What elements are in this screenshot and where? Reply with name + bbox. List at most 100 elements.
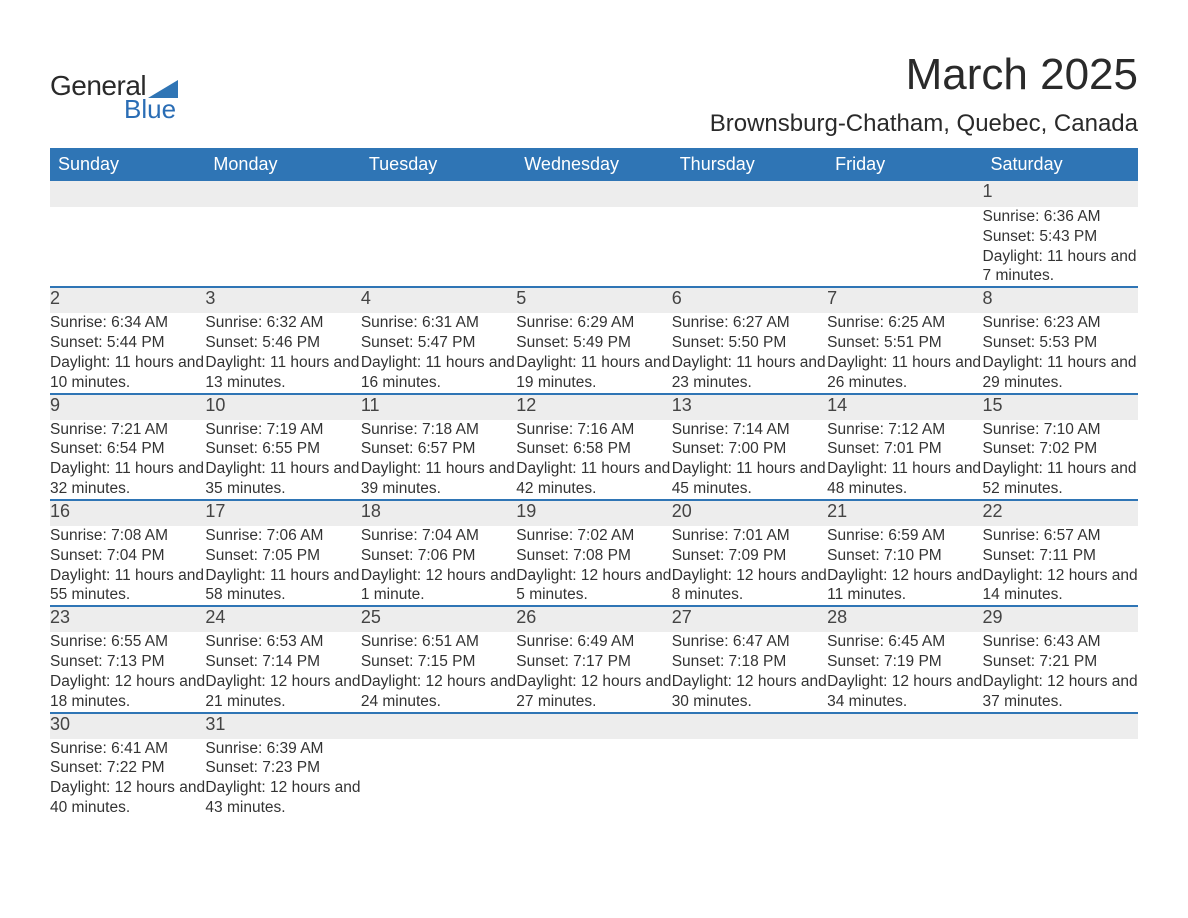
day-detail-cell: Sunrise: 7:16 AMSunset: 6:58 PMDaylight:… <box>516 420 671 500</box>
logo-word2: Blue <box>50 94 178 125</box>
sunset-line: Sunset: 7:19 PM <box>827 652 982 672</box>
day-detail-cell <box>361 739 516 818</box>
sunset-line: Sunset: 6:57 PM <box>361 439 516 459</box>
sunset-line: Sunset: 7:22 PM <box>50 758 205 778</box>
sunset-line: Sunset: 7:09 PM <box>672 546 827 566</box>
daylight-line: Daylight: 12 hours and 27 minutes. <box>516 672 671 712</box>
day-detail-cell: Sunrise: 6:43 AMSunset: 7:21 PMDaylight:… <box>983 632 1138 712</box>
day-number-cell: 28 <box>827 606 982 632</box>
day-detail-cell: Sunrise: 6:25 AMSunset: 5:51 PMDaylight:… <box>827 313 982 393</box>
day-number-cell: 17 <box>205 500 360 526</box>
brand-logo: General Blue <box>50 50 178 125</box>
day-number-cell <box>361 713 516 739</box>
sunset-line: Sunset: 5:50 PM <box>672 333 827 353</box>
day-detail-cell <box>205 207 360 287</box>
sunset-line: Sunset: 7:01 PM <box>827 439 982 459</box>
calendar-table: SundayMondayTuesdayWednesdayThursdayFrid… <box>50 148 1138 818</box>
sunset-line: Sunset: 6:54 PM <box>50 439 205 459</box>
sunrise-line: Sunrise: 7:19 AM <box>205 420 360 440</box>
day-number-cell: 23 <box>50 606 205 632</box>
sunrise-line: Sunrise: 6:36 AM <box>983 207 1138 227</box>
sunrise-line: Sunrise: 6:39 AM <box>205 739 360 759</box>
daylight-line: Daylight: 12 hours and 14 minutes. <box>983 566 1138 606</box>
day-number-cell: 8 <box>983 287 1138 313</box>
day-detail-cell: Sunrise: 6:45 AMSunset: 7:19 PMDaylight:… <box>827 632 982 712</box>
sunset-line: Sunset: 5:49 PM <box>516 333 671 353</box>
daylight-line: Daylight: 11 hours and 7 minutes. <box>983 247 1138 287</box>
week-daynum-row: 3031 <box>50 713 1138 739</box>
sunset-line: Sunset: 7:17 PM <box>516 652 671 672</box>
sunrise-line: Sunrise: 6:41 AM <box>50 739 205 759</box>
day-detail-cell: Sunrise: 6:59 AMSunset: 7:10 PMDaylight:… <box>827 526 982 606</box>
weekday-header: Wednesday <box>516 148 671 181</box>
day-detail-cell <box>983 739 1138 818</box>
sunset-line: Sunset: 7:10 PM <box>827 546 982 566</box>
sunrise-line: Sunrise: 6:57 AM <box>983 526 1138 546</box>
day-number-cell: 11 <box>361 394 516 420</box>
day-detail-cell: Sunrise: 7:04 AMSunset: 7:06 PMDaylight:… <box>361 526 516 606</box>
day-detail-cell <box>827 207 982 287</box>
sunrise-line: Sunrise: 6:55 AM <box>50 632 205 652</box>
week-detail-row: Sunrise: 6:41 AMSunset: 7:22 PMDaylight:… <box>50 739 1138 818</box>
sunrise-line: Sunrise: 7:02 AM <box>516 526 671 546</box>
day-number-cell <box>516 181 671 207</box>
sunrise-line: Sunrise: 6:25 AM <box>827 313 982 333</box>
day-number-cell: 18 <box>361 500 516 526</box>
day-detail-cell <box>827 739 982 818</box>
daylight-line: Daylight: 12 hours and 21 minutes. <box>205 672 360 712</box>
week-daynum-row: 2345678 <box>50 287 1138 313</box>
sunrise-line: Sunrise: 6:45 AM <box>827 632 982 652</box>
weekday-header-row: SundayMondayTuesdayWednesdayThursdayFrid… <box>50 148 1138 181</box>
daylight-line: Daylight: 12 hours and 37 minutes. <box>983 672 1138 712</box>
sunset-line: Sunset: 7:11 PM <box>983 546 1138 566</box>
sunrise-line: Sunrise: 6:34 AM <box>50 313 205 333</box>
week-daynum-row: 16171819202122 <box>50 500 1138 526</box>
sunrise-line: Sunrise: 6:59 AM <box>827 526 982 546</box>
sunset-line: Sunset: 7:02 PM <box>983 439 1138 459</box>
day-detail-cell: Sunrise: 6:36 AMSunset: 5:43 PMDaylight:… <box>983 207 1138 287</box>
daylight-line: Daylight: 12 hours and 18 minutes. <box>50 672 205 712</box>
week-detail-row: Sunrise: 7:08 AMSunset: 7:04 PMDaylight:… <box>50 526 1138 606</box>
sunrise-line: Sunrise: 6:29 AM <box>516 313 671 333</box>
day-number-cell: 27 <box>672 606 827 632</box>
daylight-line: Daylight: 11 hours and 52 minutes. <box>983 459 1138 499</box>
day-number-cell <box>361 181 516 207</box>
daylight-line: Daylight: 11 hours and 26 minutes. <box>827 353 982 393</box>
sunrise-line: Sunrise: 6:49 AM <box>516 632 671 652</box>
day-number-cell: 3 <box>205 287 360 313</box>
day-number-cell: 25 <box>361 606 516 632</box>
sunset-line: Sunset: 7:04 PM <box>50 546 205 566</box>
sunrise-line: Sunrise: 6:23 AM <box>983 313 1138 333</box>
day-detail-cell <box>672 207 827 287</box>
day-number-cell: 15 <box>983 394 1138 420</box>
day-number-cell: 19 <box>516 500 671 526</box>
sunrise-line: Sunrise: 7:06 AM <box>205 526 360 546</box>
week-detail-row: Sunrise: 6:36 AMSunset: 5:43 PMDaylight:… <box>50 207 1138 287</box>
location-text: Brownsburg-Chatham, Quebec, Canada <box>710 110 1138 138</box>
daylight-line: Daylight: 12 hours and 24 minutes. <box>361 672 516 712</box>
daylight-line: Daylight: 11 hours and 23 minutes. <box>672 353 827 393</box>
daylight-line: Daylight: 12 hours and 43 minutes. <box>205 778 360 818</box>
daylight-line: Daylight: 12 hours and 1 minute. <box>361 566 516 606</box>
day-number-cell <box>516 713 671 739</box>
sunrise-line: Sunrise: 7:12 AM <box>827 420 982 440</box>
daylight-line: Daylight: 12 hours and 8 minutes. <box>672 566 827 606</box>
daylight-line: Daylight: 11 hours and 16 minutes. <box>361 353 516 393</box>
day-number-cell <box>827 713 982 739</box>
sunrise-line: Sunrise: 7:16 AM <box>516 420 671 440</box>
week-detail-row: Sunrise: 6:55 AMSunset: 7:13 PMDaylight:… <box>50 632 1138 712</box>
sunset-line: Sunset: 5:46 PM <box>205 333 360 353</box>
sunset-line: Sunset: 5:44 PM <box>50 333 205 353</box>
weekday-header: Saturday <box>983 148 1138 181</box>
sunset-line: Sunset: 7:05 PM <box>205 546 360 566</box>
day-detail-cell: Sunrise: 6:49 AMSunset: 7:17 PMDaylight:… <box>516 632 671 712</box>
daylight-line: Daylight: 11 hours and 29 minutes. <box>983 353 1138 393</box>
day-detail-cell: Sunrise: 6:27 AMSunset: 5:50 PMDaylight:… <box>672 313 827 393</box>
daylight-line: Daylight: 11 hours and 39 minutes. <box>361 459 516 499</box>
weekday-header: Friday <box>827 148 982 181</box>
sunrise-line: Sunrise: 6:51 AM <box>361 632 516 652</box>
day-detail-cell: Sunrise: 7:08 AMSunset: 7:04 PMDaylight:… <box>50 526 205 606</box>
sunset-line: Sunset: 7:13 PM <box>50 652 205 672</box>
day-number-cell: 5 <box>516 287 671 313</box>
sunrise-line: Sunrise: 7:04 AM <box>361 526 516 546</box>
